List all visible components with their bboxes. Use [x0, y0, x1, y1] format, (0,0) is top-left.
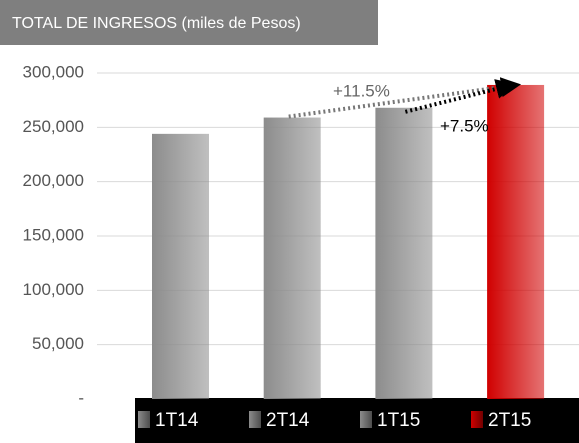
- bar: [263, 117, 321, 399]
- y-tick-label: 150,000: [23, 225, 84, 244]
- y-tick-label: 100,000: [23, 280, 84, 299]
- y-tick-label: 50,000: [32, 334, 84, 353]
- legend-swatch: [471, 411, 483, 428]
- bar: [375, 107, 433, 400]
- title-bar: [0, 0, 378, 45]
- annotation: +11.5%: [333, 81, 390, 100]
- legend-swatch: [249, 411, 261, 428]
- arrow: [288, 77, 522, 119]
- legend-label: 2T14: [266, 410, 310, 431]
- y-tick-label: 200,000: [23, 171, 84, 190]
- bar: [487, 84, 545, 399]
- bar: [152, 133, 209, 399]
- legend-label: 2T15: [488, 410, 531, 431]
- legend-swatch: [360, 411, 372, 428]
- legend-label: 1T15: [377, 410, 420, 431]
- y-tick-label: 250,000: [23, 117, 84, 136]
- legend-label: 1T14: [155, 410, 199, 431]
- y-tick-label: 300,000: [23, 62, 84, 81]
- chart-title: TOTAL DE INGRESOS (miles de Pesos): [12, 15, 301, 32]
- y-tick-label: -: [78, 388, 84, 407]
- annotation: +7.5%: [440, 116, 489, 135]
- legend-swatch: [138, 411, 150, 428]
- legend: [135, 398, 579, 443]
- arrow: [404, 79, 516, 114]
